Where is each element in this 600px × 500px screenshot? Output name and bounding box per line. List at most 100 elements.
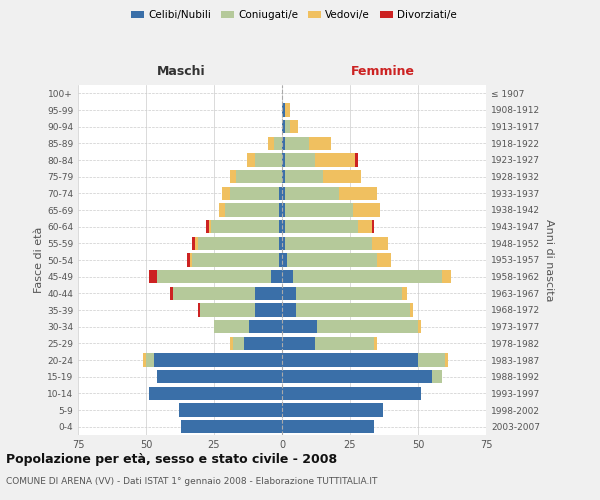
Bar bbox=[282, 254, 287, 266]
Bar bbox=[279, 220, 282, 234]
Bar bbox=[154, 354, 282, 366]
Y-axis label: Anni di nascita: Anni di nascita bbox=[544, 218, 554, 301]
Bar bbox=[296, 286, 401, 300]
Bar bbox=[410, 304, 413, 316]
Bar bbox=[170, 286, 173, 300]
Text: Popolazione per età, sesso e stato civile - 2008: Popolazione per età, sesso e stato civil… bbox=[6, 452, 337, 466]
Bar bbox=[244, 336, 282, 350]
Bar bbox=[282, 354, 418, 366]
Bar bbox=[358, 220, 372, 234]
Bar bbox=[282, 154, 285, 166]
Bar bbox=[157, 270, 271, 283]
Bar bbox=[309, 136, 331, 150]
Text: COMUNE DI ARENA (VV) - Dati ISTAT 1° gennaio 2008 - Elaborazione TUTTITALIA.IT: COMUNE DI ARENA (VV) - Dati ISTAT 1° gen… bbox=[6, 478, 377, 486]
Bar bbox=[314, 154, 355, 166]
Bar bbox=[271, 270, 282, 283]
Bar bbox=[282, 104, 285, 117]
Bar bbox=[209, 220, 211, 234]
Bar bbox=[181, 420, 282, 434]
Bar bbox=[214, 320, 250, 334]
Bar bbox=[282, 320, 317, 334]
Bar bbox=[157, 370, 282, 384]
Bar bbox=[195, 236, 197, 250]
Bar bbox=[190, 254, 192, 266]
Bar bbox=[431, 370, 442, 384]
Bar bbox=[255, 154, 282, 166]
Bar bbox=[200, 304, 255, 316]
Bar bbox=[296, 304, 410, 316]
Text: Maschi: Maschi bbox=[157, 66, 206, 78]
Bar bbox=[339, 186, 377, 200]
Legend: Celibi/Nubili, Coniugati/e, Vedovi/e, Divorziati/e: Celibi/Nubili, Coniugati/e, Vedovi/e, Di… bbox=[127, 6, 461, 25]
Bar bbox=[230, 186, 279, 200]
Bar bbox=[255, 304, 282, 316]
Bar bbox=[274, 136, 282, 150]
Bar bbox=[282, 236, 285, 250]
Bar bbox=[287, 254, 377, 266]
Bar bbox=[353, 204, 380, 216]
Bar bbox=[197, 304, 200, 316]
Bar bbox=[236, 170, 282, 183]
Bar bbox=[285, 204, 353, 216]
Bar bbox=[314, 336, 374, 350]
Bar bbox=[377, 254, 391, 266]
Bar bbox=[146, 354, 154, 366]
Bar bbox=[282, 304, 296, 316]
Bar bbox=[149, 270, 157, 283]
Bar bbox=[282, 120, 285, 134]
Bar bbox=[197, 236, 279, 250]
Bar bbox=[285, 120, 290, 134]
Bar bbox=[401, 286, 407, 300]
Bar bbox=[282, 370, 431, 384]
Bar bbox=[149, 386, 282, 400]
Bar bbox=[206, 220, 209, 234]
Bar bbox=[255, 286, 282, 300]
Bar bbox=[285, 136, 309, 150]
Bar bbox=[268, 136, 274, 150]
Bar bbox=[220, 204, 225, 216]
Bar bbox=[282, 220, 285, 234]
Bar bbox=[355, 154, 358, 166]
Bar bbox=[143, 354, 146, 366]
Bar bbox=[279, 254, 282, 266]
Bar bbox=[445, 354, 448, 366]
Bar bbox=[173, 286, 255, 300]
Bar bbox=[192, 236, 195, 250]
Bar bbox=[282, 404, 383, 416]
Bar bbox=[282, 186, 285, 200]
Bar bbox=[282, 170, 285, 183]
Bar bbox=[317, 320, 418, 334]
Bar bbox=[285, 220, 358, 234]
Bar bbox=[187, 254, 190, 266]
Bar bbox=[418, 320, 421, 334]
Bar bbox=[323, 170, 361, 183]
Bar bbox=[279, 186, 282, 200]
Text: Femmine: Femmine bbox=[350, 66, 415, 78]
Bar bbox=[282, 420, 374, 434]
Bar bbox=[230, 170, 236, 183]
Bar bbox=[282, 386, 421, 400]
Bar bbox=[282, 336, 314, 350]
Bar bbox=[285, 170, 323, 183]
Bar bbox=[285, 236, 372, 250]
Bar bbox=[250, 320, 282, 334]
Y-axis label: Fasce di età: Fasce di età bbox=[34, 227, 44, 293]
Bar bbox=[282, 136, 285, 150]
Bar bbox=[282, 204, 285, 216]
Bar bbox=[222, 186, 230, 200]
Bar bbox=[372, 236, 388, 250]
Bar bbox=[279, 204, 282, 216]
Bar bbox=[285, 154, 314, 166]
Bar bbox=[290, 120, 298, 134]
Bar bbox=[279, 236, 282, 250]
Bar bbox=[285, 104, 290, 117]
Bar bbox=[233, 336, 244, 350]
Bar bbox=[179, 404, 282, 416]
Bar bbox=[442, 270, 451, 283]
Bar bbox=[192, 254, 279, 266]
Bar bbox=[372, 220, 374, 234]
Bar bbox=[282, 286, 296, 300]
Bar bbox=[211, 220, 279, 234]
Bar bbox=[282, 270, 293, 283]
Bar bbox=[225, 204, 279, 216]
